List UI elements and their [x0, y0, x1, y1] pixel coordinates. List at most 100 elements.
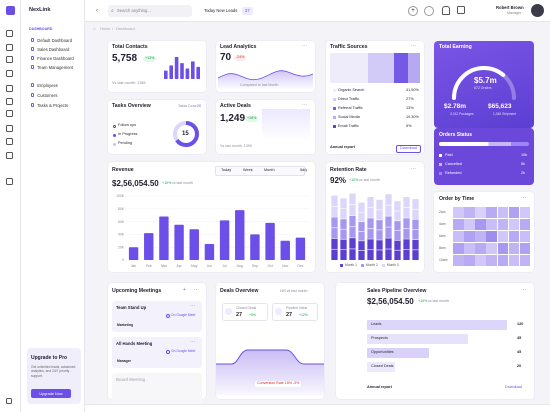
app-logo-icon[interactable] [6, 6, 15, 15]
traffic-row-label: Direct Traffic [338, 97, 360, 101]
calendar-icon[interactable] [6, 138, 13, 145]
traffic-download-button[interactable]: Download [396, 145, 421, 153]
meeting-item[interactable] [112, 373, 202, 404]
meetings-add-icon[interactable]: + [183, 287, 186, 293]
sidebar-item-default[interactable]: Default Dashboard [31, 36, 72, 44]
theme-toggle-icon[interactable] [424, 6, 434, 16]
pipeline-stage-bar [367, 320, 507, 330]
total-earning-title: Total Earning [439, 44, 472, 50]
deals-overview-link[interactable]: HIS vs last month [280, 288, 308, 293]
task-dot-icon [113, 142, 116, 146]
tab-today[interactable]: Today [221, 168, 232, 172]
pipeline-download-button[interactable]: Download [505, 385, 522, 389]
user-icon[interactable] [6, 85, 13, 92]
tab-month[interactable]: Month [264, 168, 275, 172]
home-icon[interactable] [6, 30, 13, 37]
meeting-title[interactable]: Board Meeting [116, 377, 146, 382]
kanban-icon[interactable] [6, 125, 13, 132]
lead-analytics-menu-icon[interactable]: ··· [302, 43, 308, 49]
search-input[interactable] [108, 5, 192, 17]
meeting-tag: Manager [117, 359, 131, 363]
avatar[interactable] [531, 4, 544, 17]
logout-icon[interactable] [6, 398, 12, 404]
pipeline-stage-label: Closed Deals [371, 364, 394, 368]
traffic-color-swatch [333, 125, 337, 129]
meetings-menu-icon[interactable]: ··· [194, 287, 200, 293]
tab-yearly[interactable]: 5d/y [300, 168, 308, 172]
mail-icon[interactable] [6, 110, 13, 117]
meeting-title[interactable]: Team Stand Up [116, 305, 147, 310]
upgrade-button[interactable]: Upgrade Now [31, 389, 71, 398]
revenue-bar [144, 233, 154, 260]
sidebar-item-tasks[interactable]: Tasks & Projects [31, 101, 68, 109]
pipeline-stage-label: Opportunities [371, 350, 394, 354]
traffic-footer: Annual report [330, 145, 355, 149]
meeting-item[interactable] [112, 301, 202, 332]
order-time-menu-icon[interactable]: ··· [521, 195, 527, 201]
settings-icon[interactable] [6, 98, 13, 105]
order-status-label: Cancelled [445, 162, 462, 166]
legend-month-1: Month 1 [340, 263, 357, 267]
order-time-heatmap: 2am 4am 6am 8am 10am [439, 207, 531, 267]
sparkbar [185, 68, 190, 79]
sparkbar [174, 57, 179, 79]
order-status-value: 5k [521, 162, 526, 166]
folder-icon[interactable] [6, 56, 13, 63]
sidebar-item-customers[interactable]: Customers [31, 91, 57, 99]
active-deals-title: Active Deals [220, 103, 251, 109]
sidebar-item-finance[interactable]: Finance Dashboard [31, 54, 74, 62]
retention-segment [385, 215, 392, 238]
add-icon[interactable] [6, 178, 13, 185]
order-by-time-title: Order by Time [439, 196, 475, 202]
sidebar-item-sales[interactable]: Sales Dashboard [31, 45, 69, 53]
chart-icon[interactable] [6, 44, 13, 51]
deals-overview-title: Deals Overview [220, 288, 259, 294]
breadcrumb-home-icon[interactable]: ⌂ [93, 26, 96, 31]
heatmap-row-label: 2am [439, 210, 446, 214]
apps-icon[interactable] [457, 6, 465, 14]
meeting-title[interactable]: All Hands Meeting [116, 341, 153, 346]
revenue-bar [265, 222, 275, 260]
pipeline-menu-icon[interactable]: ··· [521, 287, 527, 293]
pipeline-stage-bar [367, 362, 395, 372]
revenue-ytick: 40K [118, 233, 125, 237]
pipeline-value-change: +12% [299, 313, 308, 317]
revenue-title: Revenue [112, 167, 134, 173]
retention-segment [349, 215, 356, 238]
breadcrumb-home[interactable]: Home [100, 26, 111, 31]
sidebar-item-team[interactable]: Team Management [31, 63, 73, 71]
pipeline-value-box [272, 303, 318, 321]
revenue-ytick: 80K [118, 207, 125, 211]
tasks-done-label[interactable]: Tasks Done [178, 103, 197, 108]
stats-icon[interactable] [6, 152, 13, 159]
meeting-item[interactable] [112, 337, 202, 368]
orders-status-title: Orders Status [439, 132, 473, 138]
total-contacts-value: 5,758 [112, 53, 138, 64]
revenue-xtick: Jan [131, 264, 137, 268]
sidebar-item-employees[interactable]: Employees [31, 81, 58, 89]
notification-icon[interactable] [442, 6, 450, 15]
nav-dot-icon [31, 83, 35, 87]
tab-week[interactable]: Week [243, 168, 253, 172]
lead-analytics-value: 70 [220, 52, 232, 63]
meeting-menu-icon[interactable]: ··· [190, 339, 196, 345]
active-deals-menu-icon[interactable]: ··· [302, 102, 308, 108]
pipeline-stage-label: Leads [371, 322, 382, 326]
conversion-rate-badge: Conversion Rate 15% -3% [255, 381, 302, 387]
revenue-bar [280, 240, 290, 260]
heatmap-cell [497, 219, 509, 231]
retention-title: Retention Rate [330, 167, 367, 173]
retention-menu-icon[interactable]: ··· [411, 166, 417, 172]
back-arrow-icon[interactable]: ‹ [96, 8, 98, 14]
treemap-social [408, 53, 420, 83]
revenue-change-text: vs last month [172, 181, 194, 185]
closed-deals-box [222, 303, 268, 321]
add-button[interactable]: + [408, 6, 418, 16]
grid-icon[interactable] [6, 70, 13, 77]
heatmap-cell [486, 255, 497, 267]
meeting-menu-icon[interactable]: ··· [190, 303, 196, 309]
traffic-menu-icon[interactable]: ··· [411, 43, 417, 49]
revenue-xtick: Apr [176, 264, 182, 268]
tasks-done-value[interactable]: 20 [197, 103, 201, 108]
revenue-bar [250, 234, 260, 260]
